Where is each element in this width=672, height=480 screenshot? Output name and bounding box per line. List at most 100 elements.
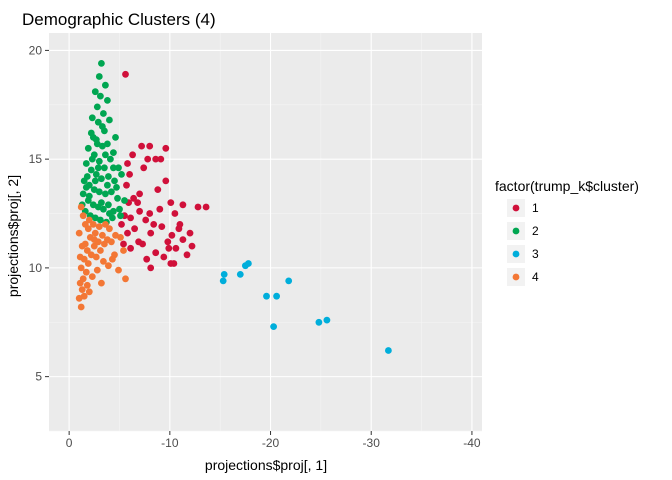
- data-point-cluster-4: [81, 221, 89, 228]
- data-point-cluster-1: [172, 244, 180, 252]
- data-point-cluster-1: [162, 144, 170, 152]
- data-point-cluster-4: [82, 268, 90, 276]
- data-point-cluster-4: [78, 242, 86, 250]
- data-point-cluster-4: [83, 247, 91, 254]
- data-point-cluster-1: [143, 255, 151, 263]
- data-point-cluster-3: [273, 292, 280, 300]
- data-point-cluster-2: [91, 177, 99, 185]
- data-point-cluster-1: [126, 171, 133, 178]
- data-point-cluster-1: [129, 151, 137, 159]
- data-point-cluster-4: [77, 264, 85, 272]
- data-point-cluster-2: [112, 134, 119, 141]
- data-point-cluster-2: [113, 184, 120, 191]
- data-point-cluster-1: [158, 223, 166, 231]
- data-point-cluster-2: [98, 175, 105, 183]
- data-point-cluster-4: [105, 262, 112, 270]
- data-point-cluster-1: [122, 70, 129, 78]
- data-point-cluster-2: [94, 118, 102, 126]
- data-point-cluster-1: [179, 201, 187, 209]
- data-point-cluster-2: [110, 149, 117, 157]
- data-point-cluster-2: [116, 205, 123, 213]
- data-point-cluster-4: [78, 286, 86, 293]
- data-point-cluster-4: [75, 229, 83, 237]
- data-point-cluster-4: [79, 275, 87, 283]
- data-point-cluster-2: [87, 166, 95, 174]
- data-point-cluster-3: [245, 260, 252, 267]
- data-point-cluster-4: [77, 303, 85, 311]
- data-point-cluster-2: [106, 210, 113, 217]
- data-point-cluster-2: [93, 103, 101, 111]
- y-tick-label: 15: [29, 152, 43, 166]
- data-point-cluster-4: [76, 253, 84, 261]
- y-axis-title: projections$proj[, 2]: [5, 175, 21, 297]
- data-point-cluster-2: [85, 192, 93, 200]
- data-point-cluster-1: [154, 186, 162, 194]
- data-point-cluster-1: [164, 238, 172, 246]
- legend-key-2: [512, 227, 520, 235]
- legend-label-4: 4: [532, 270, 539, 284]
- data-point-cluster-4: [117, 234, 124, 241]
- data-point-cluster-4: [84, 260, 92, 267]
- x-tick-label: -30: [363, 436, 381, 450]
- data-point-cluster-1: [183, 251, 191, 259]
- data-point-cluster-2: [93, 140, 101, 148]
- data-point-cluster-1: [138, 142, 146, 150]
- data-point-cluster-2: [108, 188, 115, 196]
- data-point-cluster-2: [104, 181, 111, 189]
- data-point-cluster-1: [120, 240, 127, 248]
- data-point-cluster-2: [95, 73, 103, 80]
- data-point-cluster-2: [89, 134, 97, 141]
- data-point-cluster-4: [77, 203, 85, 211]
- data-point-cluster-1: [165, 244, 173, 252]
- data-point-cluster-1: [156, 205, 164, 213]
- data-point-cluster-1: [157, 155, 165, 163]
- data-point-cluster-4: [102, 221, 109, 228]
- data-point-cluster-4: [80, 292, 88, 300]
- data-point-cluster-3: [236, 271, 244, 278]
- legend-item-3: 3: [507, 245, 539, 263]
- data-point-cluster-4: [122, 275, 129, 283]
- legend-key-1: [512, 204, 520, 212]
- data-point-cluster-2: [91, 214, 99, 222]
- data-point-cluster-1: [142, 216, 150, 224]
- data-point-cluster-3: [263, 292, 270, 300]
- data-point-cluster-2: [115, 164, 122, 172]
- y-tick-label: 5: [35, 370, 42, 384]
- chart-title: Demographic Clusters (4): [22, 10, 216, 29]
- data-point-cluster-4: [90, 236, 98, 244]
- data-point-cluster-1: [146, 210, 154, 217]
- legend-title: factor(trump_k$cluster): [495, 178, 639, 194]
- x-tick-label: 0: [66, 436, 73, 450]
- data-point-cluster-3: [385, 347, 392, 354]
- data-point-cluster-4: [83, 281, 91, 289]
- data-point-cluster-4: [90, 242, 98, 250]
- legend-item-1: 1: [507, 199, 539, 217]
- data-point-cluster-1: [118, 221, 125, 228]
- data-point-cluster-2: [95, 188, 103, 196]
- data-point-cluster-1: [134, 199, 142, 207]
- data-point-cluster-3: [285, 277, 293, 285]
- major-gridlines: [49, 33, 482, 431]
- data-point-cluster-3: [315, 318, 323, 326]
- data-point-cluster-2: [102, 81, 109, 89]
- plot-panel: [49, 33, 482, 432]
- data-point-cluster-2: [95, 157, 103, 165]
- data-point-cluster-4: [101, 240, 108, 248]
- legend: factor(trump_k$cluster) 1 2 3 4: [495, 178, 639, 286]
- data-point-cluster-4: [98, 279, 105, 287]
- data-point-cluster-2: [107, 155, 114, 163]
- data-point-cluster-2: [101, 164, 108, 172]
- data-point-cluster-1: [136, 207, 144, 215]
- y-axis-ticks: 5 10 15 20: [29, 43, 49, 384]
- plot-background: [49, 33, 482, 431]
- data-point-cluster-1: [131, 225, 139, 233]
- x-tick-label: -10: [161, 436, 179, 450]
- data-point-cluster-2: [84, 144, 92, 152]
- data-point-cluster-1: [160, 253, 168, 261]
- legend-label-3: 3: [532, 247, 539, 261]
- data-point-cluster-2: [102, 151, 109, 159]
- data-point-cluster-4: [85, 288, 93, 296]
- data-point-cluster-2: [82, 160, 90, 167]
- data-point-cluster-2: [105, 201, 112, 209]
